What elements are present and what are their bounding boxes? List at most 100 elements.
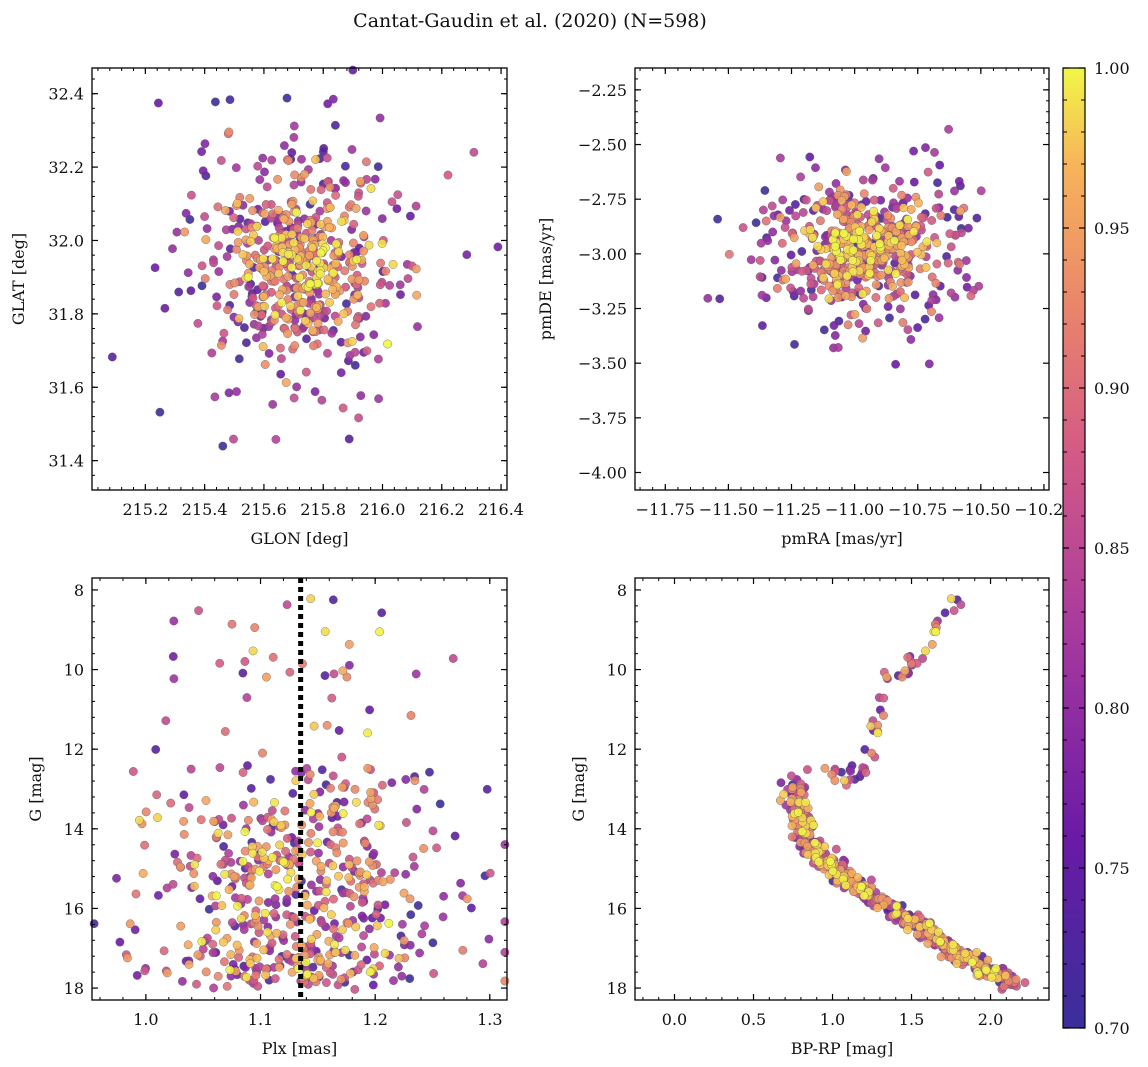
data-point xyxy=(910,290,920,300)
data-point xyxy=(936,211,946,220)
data-point xyxy=(898,318,908,327)
data-point xyxy=(425,767,434,777)
data-point xyxy=(363,763,373,773)
data-point xyxy=(209,258,218,268)
data-point xyxy=(791,211,801,221)
data-point xyxy=(297,154,306,164)
data-point xyxy=(362,157,371,167)
data-point xyxy=(308,196,318,206)
data-point xyxy=(955,259,964,269)
data-point xyxy=(882,672,892,682)
data-point xyxy=(767,201,777,211)
data-point xyxy=(193,950,203,960)
data-point xyxy=(931,278,941,288)
data-point xyxy=(331,239,341,249)
data-point xyxy=(891,269,901,279)
data-point xyxy=(176,921,186,931)
data-point xyxy=(419,844,428,853)
data-point xyxy=(803,765,812,774)
data-point xyxy=(342,672,352,682)
data-point xyxy=(270,310,280,320)
data-point xyxy=(252,222,262,231)
data-point xyxy=(293,291,303,301)
x-tick-label: 1.0 xyxy=(133,1010,158,1029)
y-tick-label: −2.75 xyxy=(578,190,627,209)
data-point xyxy=(225,95,235,105)
y-tick-label: 32.2 xyxy=(48,158,84,177)
plot-frame-bprp-g xyxy=(634,577,1050,1001)
data-point xyxy=(724,249,734,259)
data-point xyxy=(375,298,384,308)
data-point xyxy=(336,368,346,378)
data-point xyxy=(360,838,370,848)
data-point xyxy=(786,797,796,807)
data-point xyxy=(323,348,332,358)
data-point xyxy=(327,693,337,703)
data-point xyxy=(462,894,472,904)
data-point xyxy=(293,223,302,233)
data-point xyxy=(411,669,421,679)
data-point xyxy=(855,226,864,236)
data-point xyxy=(385,875,395,884)
data-point xyxy=(401,775,411,784)
x-axis-label-pmra: pmRA [mas/yr] xyxy=(781,529,903,548)
data-point xyxy=(305,770,315,779)
data-point xyxy=(338,838,348,848)
data-point xyxy=(197,147,206,156)
data-point xyxy=(180,227,189,237)
data-point xyxy=(458,945,468,955)
data-point xyxy=(883,265,893,275)
data-point xyxy=(245,194,255,203)
data-point xyxy=(183,940,193,950)
data-point xyxy=(246,237,256,246)
data-point xyxy=(866,256,876,266)
data-point xyxy=(362,955,372,965)
data-point xyxy=(821,259,831,269)
data-point xyxy=(824,294,834,304)
data-point xyxy=(252,953,262,963)
data-point xyxy=(816,285,826,295)
data-point xyxy=(839,229,849,238)
data-point xyxy=(831,179,841,188)
data-point xyxy=(304,251,314,260)
data-point xyxy=(801,798,810,807)
data-point xyxy=(268,652,278,662)
data-point xyxy=(289,180,299,190)
data-point xyxy=(859,189,869,199)
colorbar-tick-label: 0.70 xyxy=(1094,1019,1130,1038)
data-point xyxy=(219,842,228,851)
data-point xyxy=(245,959,255,968)
data-point xyxy=(181,208,191,218)
data-point xyxy=(789,233,799,242)
data-point xyxy=(267,806,277,815)
data-point xyxy=(450,831,460,841)
data-point xyxy=(353,191,363,201)
data-point xyxy=(337,752,347,762)
data-point xyxy=(351,797,361,807)
panel-pmra-pmde: −11.75 −11.50 −11.25 −11.00 −10.75 −10.50 −10.… xyxy=(536,67,1074,548)
data-point xyxy=(224,127,234,137)
y-tick-label: 10 xyxy=(607,661,627,680)
data-point xyxy=(304,838,313,847)
data-point xyxy=(216,156,226,165)
x-tick-label: 2.0 xyxy=(978,1010,1003,1029)
data-point xyxy=(213,971,223,981)
data-point xyxy=(360,882,369,892)
data-point xyxy=(302,334,311,344)
data-point xyxy=(903,914,913,923)
data-point xyxy=(952,959,962,968)
data-point xyxy=(888,282,897,291)
data-point xyxy=(351,204,361,213)
x-tick-label: 216.4 xyxy=(478,500,524,519)
data-point xyxy=(833,209,842,219)
data-point xyxy=(920,314,930,324)
data-point xyxy=(219,328,229,338)
data-point xyxy=(201,967,211,977)
x-tick-label: 1.3 xyxy=(477,1010,502,1029)
data-point xyxy=(263,927,272,937)
data-point xyxy=(922,237,932,247)
colorbar-tick-label: 0.90 xyxy=(1094,379,1130,398)
data-point xyxy=(211,97,220,107)
data-point xyxy=(786,250,796,260)
